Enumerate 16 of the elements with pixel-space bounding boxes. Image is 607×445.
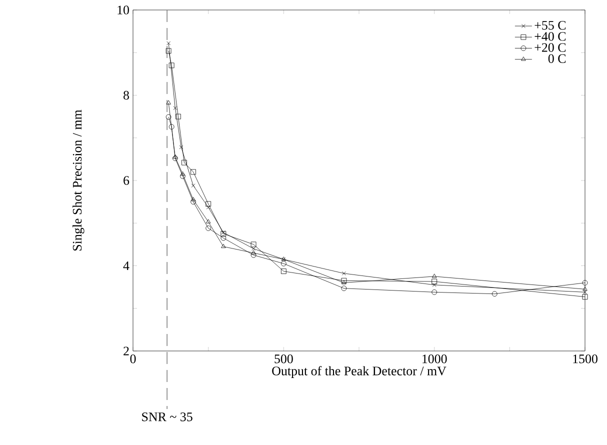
y-tick-label: 6 [124,176,130,185]
legend-label: +55 C [534,20,566,30]
y-tick-label: 2 [124,346,129,356]
x-tick-label: 1000 [422,354,447,364]
y-tick-label: 10 [118,6,129,14]
x-tick-label: 1500 [573,354,598,364]
x-axis-title: Output of the Peak Detector / mV [272,366,446,378]
y-tick-label: 8 [124,90,129,100]
ref-line-label: SNR ~ 35 [142,412,192,422]
legend-label: +40 C [534,32,566,41]
y-axis-title: Single Shot Precision / mm [72,110,84,251]
legend-label: +20 C [534,43,566,52]
x-tick-label: 500 [274,354,293,364]
y-tick-label: 4 [123,261,130,270]
legend-label: 0 C [548,54,566,64]
x-tick-label: 0 [130,354,136,364]
